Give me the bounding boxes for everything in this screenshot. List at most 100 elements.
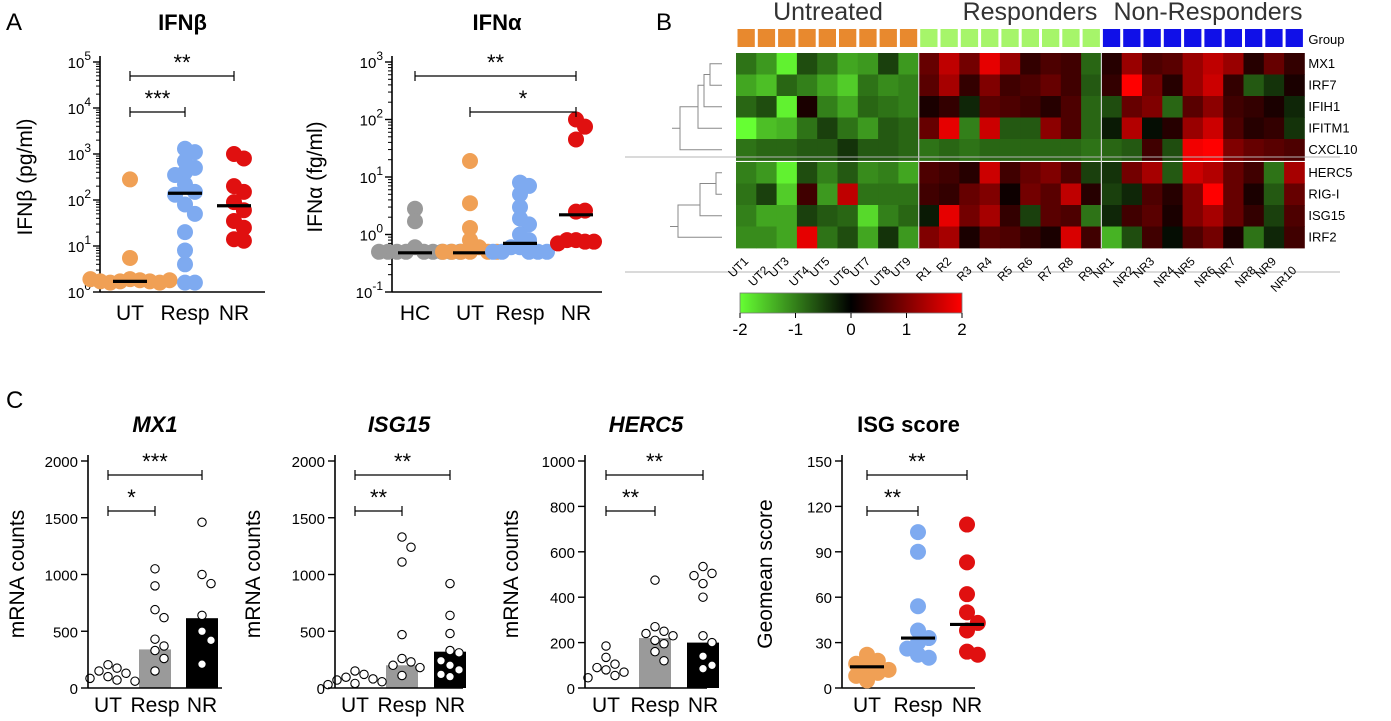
y-tick-label: 120 <box>807 499 832 516</box>
heatmap-cell <box>1243 74 1265 97</box>
data-point-ut <box>462 152 478 169</box>
data-point-ut <box>103 659 113 670</box>
data-point-nr <box>445 628 455 639</box>
heatmap-cell <box>1121 74 1143 97</box>
significance-label: ** <box>487 50 505 75</box>
heatmap-cell <box>939 205 960 227</box>
heatmap-cell <box>959 226 980 249</box>
heatmap-cell <box>776 162 798 184</box>
panel-label-c: C <box>6 387 23 414</box>
heatmap-cell <box>959 162 980 184</box>
data-point-resp <box>397 629 407 640</box>
data-point-resp <box>512 186 528 203</box>
group-row-label: Group <box>1308 32 1344 47</box>
data-point-nr <box>550 235 566 252</box>
heatmap-cell <box>796 139 818 161</box>
data-point-nr <box>235 219 252 236</box>
data-point-ut <box>610 659 620 669</box>
heatmap-cell <box>1223 162 1244 184</box>
dendrogram-branch <box>709 63 722 86</box>
data-point-nr <box>197 610 207 621</box>
significance-label: *** <box>142 449 168 474</box>
heatmap-cell <box>1101 74 1123 97</box>
chart-title: IFNβ <box>158 10 207 35</box>
significance-label: ** <box>370 485 388 510</box>
heatmap-cell <box>1040 139 1062 161</box>
data-point-nr <box>197 569 207 580</box>
group-color-square <box>1265 29 1283 47</box>
data-point-resp <box>177 224 193 241</box>
heatmap-cell <box>1060 226 1082 249</box>
data-point-resp <box>415 662 425 673</box>
x-category-label: Resp <box>630 694 679 717</box>
heatmap-row-label: IRF7 <box>1308 78 1336 93</box>
heatmap-cell <box>1020 117 1041 140</box>
y-axis-title: IFNα (fg/ml) <box>304 121 327 232</box>
group-title: Untreated <box>773 0 883 26</box>
heatmap-cell <box>898 139 920 161</box>
heatmap-cell <box>1142 139 1163 161</box>
heatmap-cell <box>1263 53 1285 75</box>
heatmap-cell <box>1202 162 1224 184</box>
heatmap-cell <box>1162 53 1183 75</box>
dendrogram-branch <box>703 74 722 108</box>
heatmap-cell <box>1243 53 1265 75</box>
x-category-label: NR <box>952 694 982 717</box>
heatmap-cell <box>1182 226 1204 249</box>
data-point-ut <box>610 670 620 681</box>
heatmap-cell <box>1223 117 1244 140</box>
data-point-resp <box>186 274 203 291</box>
significance-label: ** <box>173 50 191 75</box>
significance-label: ** <box>908 449 926 474</box>
heatmap-cell <box>857 117 879 140</box>
y-tick-label: 1500 <box>45 511 78 528</box>
heatmap-cell <box>776 139 798 161</box>
data-point-nr <box>454 665 464 675</box>
data-point-ut <box>94 666 104 676</box>
chart-ifna: 10-1 100 101 102 103 HC UT Resp NR IFNα (fg/ml) IF… <box>304 10 602 325</box>
data-point-ut <box>377 677 387 687</box>
heatmap-cell <box>837 226 859 249</box>
heatmap-cell <box>1060 183 1082 206</box>
heatmap-cell <box>918 139 940 161</box>
heatmap-cell <box>1284 53 1305 75</box>
heatmap-cell <box>857 162 879 184</box>
heatmap-column-label: NR6 <box>1191 263 1218 290</box>
heatmap-cell <box>1040 74 1062 97</box>
heatmap-cell <box>1020 183 1041 206</box>
y-tick-label: 200 <box>550 636 575 653</box>
data-point-resp <box>177 242 193 259</box>
heatmap-cell <box>837 162 859 184</box>
heatmap-cell <box>736 139 757 161</box>
heatmap-cell <box>1121 162 1143 184</box>
data-point-resp <box>406 542 416 553</box>
heatmap-cell <box>999 226 1021 249</box>
heatmap-cell <box>1202 53 1224 75</box>
heatmap-cell <box>776 117 798 140</box>
data-point-ut <box>435 243 451 260</box>
x-category-label: NR <box>561 302 591 325</box>
heatmap-cell <box>898 53 920 75</box>
heatmap-cell <box>1284 117 1305 140</box>
group-color-square <box>1204 29 1222 47</box>
heatmap-cell <box>939 183 960 206</box>
data-point-nr <box>577 118 593 135</box>
heatmap-cell <box>857 139 879 161</box>
heatmap-cell <box>1060 117 1082 140</box>
heatmap-cell <box>1162 117 1183 140</box>
data-point-ut <box>85 673 95 684</box>
heatmap-cell <box>837 53 859 75</box>
group-color-square <box>1143 29 1161 47</box>
heatmap-cell <box>796 96 818 118</box>
group-color-square <box>1021 29 1039 47</box>
x-category-label: NR <box>435 694 465 717</box>
x-category-label: UT <box>592 694 620 717</box>
y-tick-label: 102 <box>68 187 92 210</box>
heatmap-cell <box>918 53 940 75</box>
data-point-resp <box>920 649 937 666</box>
heatmap-cell <box>1223 226 1244 249</box>
heatmap-cell <box>1101 139 1123 161</box>
heatmap-cell <box>1202 183 1224 206</box>
heatmap-row-label: RIG-I <box>1308 187 1339 202</box>
